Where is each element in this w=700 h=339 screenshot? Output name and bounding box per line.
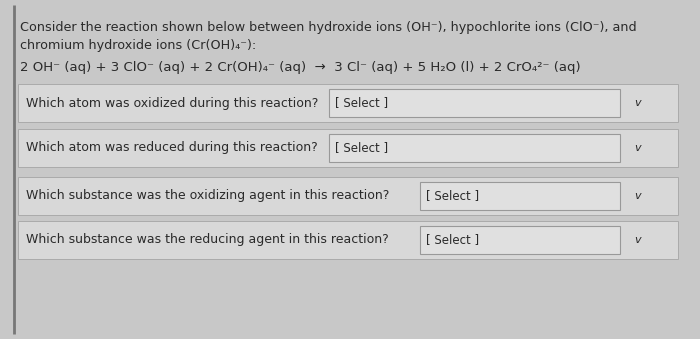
Text: v: v [635,191,641,201]
Bar [18,129,678,167]
Bar [329,89,620,117]
Text: Which atom was oxidized during this reaction?: Which atom was oxidized during this reac… [26,97,318,109]
Text: v: v [635,98,641,108]
Bar [18,177,678,215]
Text: v: v [635,143,641,153]
Text: Consider the reaction shown below between hydroxide ions (OH⁻), hypochlorite ion: Consider the reaction shown below betwee… [20,21,636,34]
Text: [ Select ]: [ Select ] [426,234,479,246]
Bar [420,226,620,254]
Bar [18,84,678,122]
Text: Which atom was reduced during this reaction?: Which atom was reduced during this react… [26,141,318,155]
Text: [ Select ]: [ Select ] [426,190,479,202]
Text: v: v [635,235,641,245]
Text: [ Select ]: [ Select ] [335,141,388,155]
Text: 2 OH⁻ (aq) + 3 ClO⁻ (aq) + 2 Cr(OH)₄⁻ (aq)  →  3 Cl⁻ (aq) + 5 H₂O (l) + 2 CrO₄²⁻: 2 OH⁻ (aq) + 3 ClO⁻ (aq) + 2 Cr(OH)₄⁻ (a… [20,61,580,74]
Bar [18,221,678,259]
Bar [329,134,620,162]
Text: chromium hydroxide ions (Cr(OH)₄⁻):: chromium hydroxide ions (Cr(OH)₄⁻): [20,39,256,52]
Text: Which substance was the reducing agent in this reaction?: Which substance was the reducing agent i… [26,234,388,246]
Bar [420,182,620,210]
Text: [ Select ]: [ Select ] [335,97,388,109]
Text: Which substance was the oxidizing agent in this reaction?: Which substance was the oxidizing agent … [26,190,389,202]
